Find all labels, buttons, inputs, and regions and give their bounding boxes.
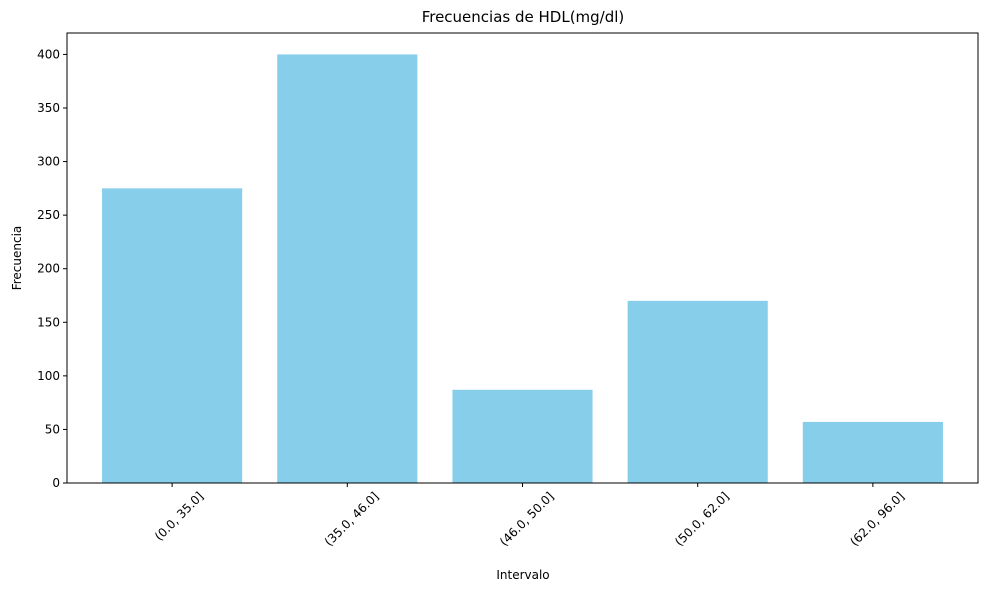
y-axis-label: Frecuencia [10,226,24,291]
bar [277,54,418,484]
y-tick-label: 50 [45,422,60,436]
y-tick-label: 100 [37,369,60,383]
y-tick-label: 200 [37,262,60,276]
bars-group [102,54,943,484]
x-axis-ticks: (0.0, 35.0] (35.0, 46.0] (46.0, 50.0] (50.0… [152,483,907,549]
x-tick-label: (35.0, 46.0] [322,489,382,549]
y-tick-label: 150 [37,315,60,329]
plot-frame [66,32,979,484]
x-axis-label: Intervalo [496,568,549,582]
y-axis-ticks: 0 50 100 150 200 250 300 350 400 [37,47,67,490]
bar [102,188,243,483]
y-tick-label: 0 [52,476,60,490]
bar [452,389,593,483]
chart-title: Frecuencias de HDL(mg/dl) [422,8,625,26]
y-tick-label: 250 [37,208,60,222]
y-tick-label: 400 [37,47,60,61]
y-tick-label: 350 [37,101,60,115]
x-tick-label: (62.0, 96.0] [847,489,907,549]
bar [802,421,943,483]
y-tick-label: 300 [37,155,60,169]
bar [627,300,768,483]
x-tick-label: (0.0, 35.0] [152,489,206,543]
x-tick-label: (50.0, 62.0] [672,489,732,549]
x-tick-label: (46.0, 50.0] [497,489,557,549]
